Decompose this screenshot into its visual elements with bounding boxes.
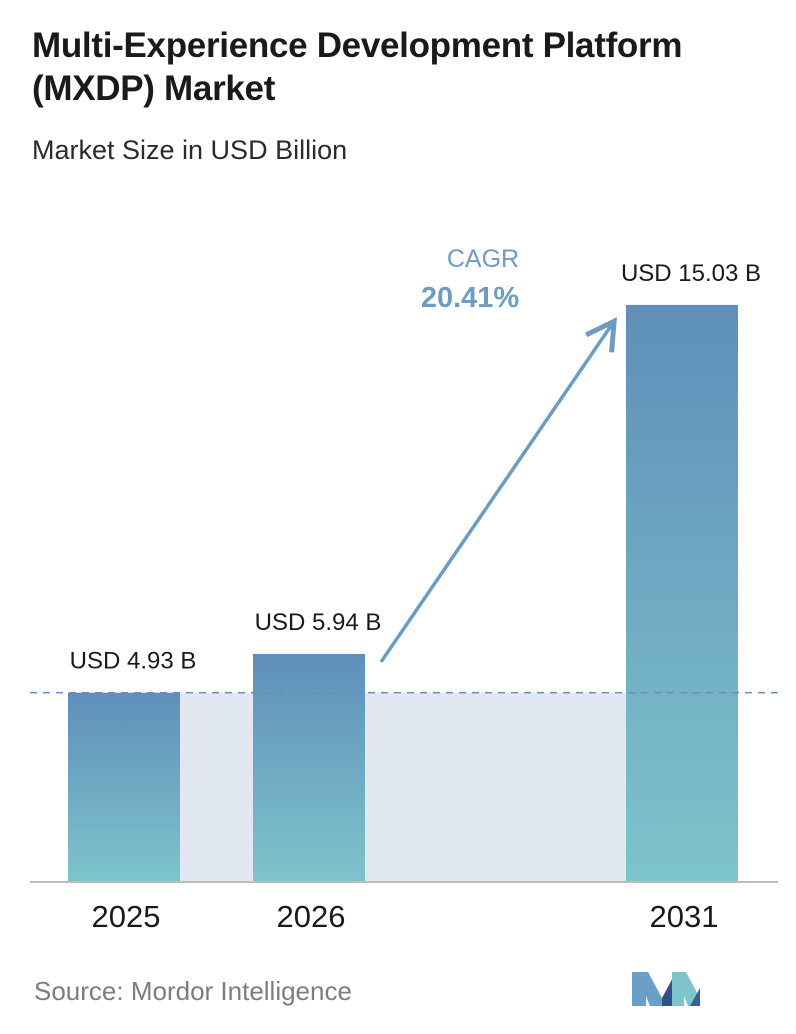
bar-2031 — [626, 304, 738, 882]
bar-chart: USD 4.93 B USD 5.94 B USD 15.03 B 2025 2026… — [30, 245, 778, 934]
tick-label-2031: 2031 — [650, 899, 719, 934]
bars — [68, 304, 738, 882]
gap-band — [365, 692, 626, 882]
source-note: Source: Mordor Intelligence — [34, 976, 352, 1006]
gap-bands — [180, 692, 626, 882]
cagr-label: CAGR — [447, 245, 519, 273]
bar-2026 — [253, 653, 365, 882]
mordor-intelligence-logo — [632, 972, 700, 1006]
data-label-2026: USD 5.94 B — [255, 609, 382, 636]
chart-title: Multi-Experience Development Platform (M… — [32, 26, 683, 109]
data-label-2031: USD 15.03 B — [621, 260, 761, 287]
x-tick-labels: 2025 2026 2031 — [92, 899, 719, 934]
data-labels: USD 4.93 B USD 5.94 B USD 15.03 B — [70, 260, 761, 675]
cagr-arrow — [379, 317, 617, 663]
bar-2025 — [68, 692, 180, 882]
data-label-2025: USD 4.93 B — [70, 648, 197, 675]
chart-subtitle: Market Size in USD Billion — [32, 135, 348, 165]
cagr-value: 20.41% — [421, 282, 520, 314]
tick-label-2025: 2025 — [92, 899, 161, 934]
tick-label-2026: 2026 — [277, 899, 346, 934]
gap-band — [180, 692, 253, 882]
